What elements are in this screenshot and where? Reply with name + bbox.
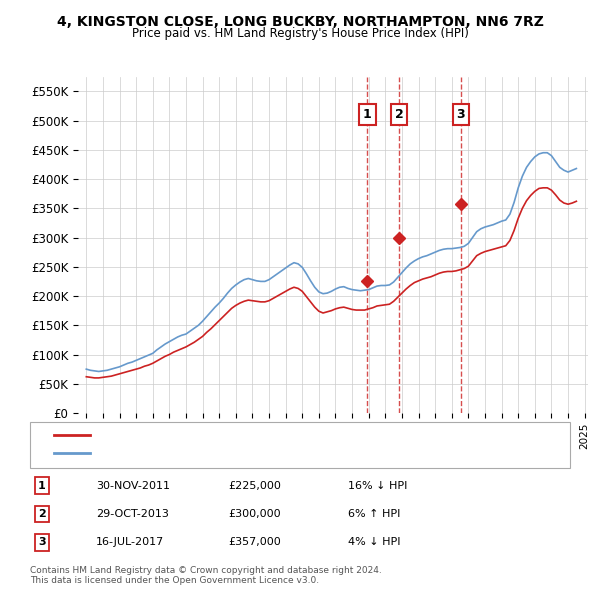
Text: 16-JUL-2017: 16-JUL-2017	[96, 537, 164, 547]
Text: 4, KINGSTON CLOSE, LONG BUCKBY, NORTHAMPTON, NN6 7RZ (detached house): 4, KINGSTON CLOSE, LONG BUCKBY, NORTHAMP…	[96, 430, 517, 440]
Text: 2: 2	[38, 509, 46, 519]
Text: 29-OCT-2013: 29-OCT-2013	[96, 509, 169, 519]
Text: 30-NOV-2011: 30-NOV-2011	[96, 481, 170, 490]
Text: 4, KINGSTON CLOSE, LONG BUCKBY, NORTHAMPTON, NN6 7RZ: 4, KINGSTON CLOSE, LONG BUCKBY, NORTHAMP…	[56, 15, 544, 29]
Text: 2: 2	[395, 108, 403, 121]
Text: £357,000: £357,000	[228, 537, 281, 547]
Text: HPI: Average price, detached house, West Northamptonshire: HPI: Average price, detached house, West…	[96, 448, 413, 457]
Text: 16% ↓ HPI: 16% ↓ HPI	[348, 481, 407, 490]
Text: 4% ↓ HPI: 4% ↓ HPI	[348, 537, 401, 547]
Text: £300,000: £300,000	[228, 509, 281, 519]
Text: 1: 1	[363, 108, 372, 121]
Text: 1: 1	[38, 481, 46, 490]
Text: This data is licensed under the Open Government Licence v3.0.: This data is licensed under the Open Gov…	[30, 576, 319, 585]
Text: 6% ↑ HPI: 6% ↑ HPI	[348, 509, 400, 519]
Text: 3: 3	[457, 108, 465, 121]
Text: 3: 3	[38, 537, 46, 547]
Text: £225,000: £225,000	[228, 481, 281, 490]
Text: Price paid vs. HM Land Registry's House Price Index (HPI): Price paid vs. HM Land Registry's House …	[131, 27, 469, 40]
Text: Contains HM Land Registry data © Crown copyright and database right 2024.: Contains HM Land Registry data © Crown c…	[30, 566, 382, 575]
